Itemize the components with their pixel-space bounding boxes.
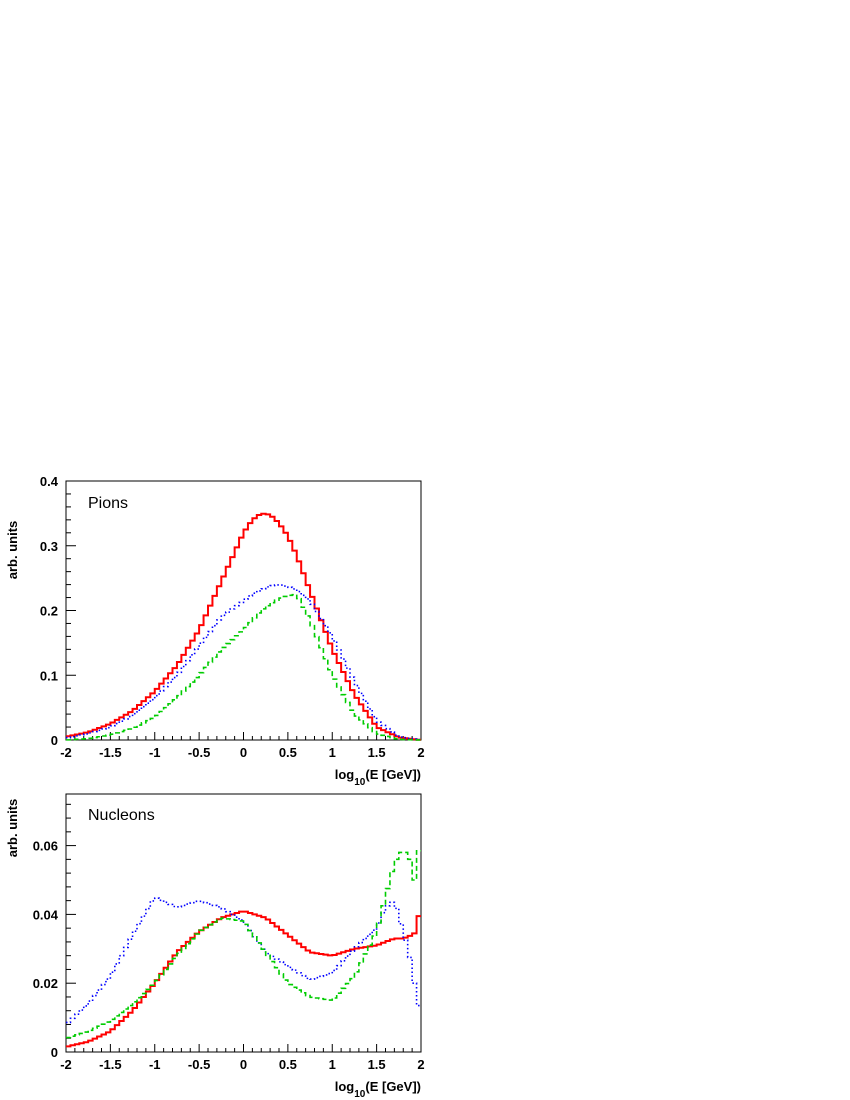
pions-y-tick-label: 0.1: [40, 668, 58, 683]
nucleons-series-dashed-line: [66, 849, 421, 1039]
pions-y-tick-label: 0.2: [40, 604, 58, 619]
nucleons-x-tick-label: 0: [240, 1057, 247, 1072]
pions-x-axis-title: log10(E [GeV]): [335, 767, 421, 788]
pions-x-tick-label: 1: [329, 745, 336, 760]
nucleons-x-axis-title: log10(E [GeV]): [335, 1079, 421, 1100]
pions-panel-title: Pions: [88, 495, 128, 512]
pions-x-tick-label: 0: [240, 745, 247, 760]
nucleons-panel: Nucleons arb. units log10(E [GeV]) -2 -1.…: [5, 793, 425, 1100]
nucleons-series-solid-line: [66, 910, 421, 1048]
nucleons-x-tick-label: -1: [149, 1057, 161, 1072]
nucleons-y-tick-label: 0.02: [33, 976, 58, 991]
pions-panel: Pions arb. units log10(E [GeV]) -2 -1.5 -1…: [5, 474, 425, 788]
pions-plot-frame: [65, 480, 422, 741]
nucleons-x-tick-label: 2: [417, 1057, 424, 1072]
nucleons-x-tick-label: -1.5: [99, 1057, 121, 1072]
pions-x-tick-label: 2: [417, 745, 424, 760]
pions-x-tick-label: 0.5: [279, 745, 297, 760]
nucleons-y-tick-label: 0: [51, 1045, 58, 1060]
nucleons-x-tick-label: 0.5: [279, 1057, 297, 1072]
nucleons-panel-title: Nucleons: [88, 807, 155, 824]
pions-y-axis-title: arb. units: [5, 521, 20, 580]
nucleons-x-tick-label: 1.5: [368, 1057, 386, 1072]
pions-y-tick-label: 0.3: [40, 539, 58, 554]
nucleons-x-tick-label: -2: [60, 1057, 72, 1072]
nucleons-y-axis-title: arb. units: [5, 799, 20, 858]
pions-x-tick-label: -2: [60, 745, 72, 760]
pions-x-tick-label: -0.5: [188, 745, 210, 760]
nucleons-series-dotted-line: [66, 897, 421, 1024]
pions-series-dotted-line: [66, 584, 421, 741]
nucleons-y-tick-label: 0.04: [33, 907, 59, 922]
pions-y-tick-label: 0.4: [40, 474, 59, 489]
pions-x-tick-label: -1.5: [99, 745, 121, 760]
pions-x-tick-label: -1: [149, 745, 161, 760]
nucleons-x-tick-label: -0.5: [188, 1057, 210, 1072]
pions-x-tick-label: 1.5: [368, 745, 386, 760]
nucleons-x-tick-label: 1: [329, 1057, 336, 1072]
pions-series-solid-line: [66, 512, 421, 741]
nucleons-y-tick-label: 0.06: [33, 839, 58, 854]
pions-y-tick-label: 0: [51, 733, 58, 748]
